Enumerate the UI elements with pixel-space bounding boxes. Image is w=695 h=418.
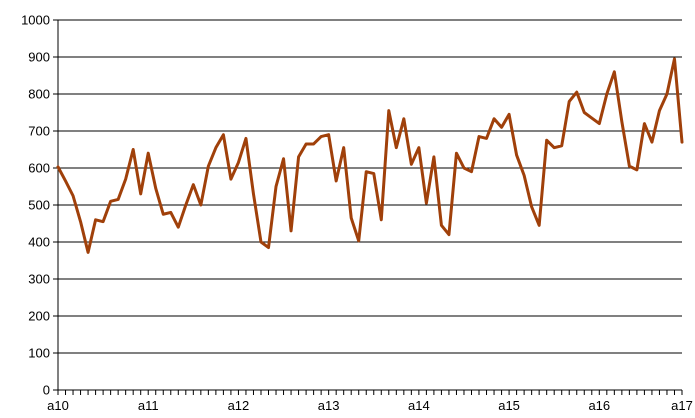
y-axis: 0 100 200 300 400 500 600 700 800 900 1000	[21, 13, 59, 398]
y-tick-label: 500	[28, 198, 50, 213]
x-axis: a10 a11 a12 a13 a14 a15 a16 a17	[47, 389, 693, 413]
y-tick-label: 100	[28, 346, 50, 361]
y-tick-label: 600	[28, 161, 50, 176]
series-line	[56, 57, 684, 254]
x-tick-label: a14	[408, 398, 430, 413]
x-tick-label: a17	[671, 398, 693, 413]
y-tick-label: 900	[28, 50, 50, 65]
gridlines	[58, 19, 682, 354]
y-tick-label: 300	[28, 272, 50, 287]
y-tick-label: 800	[28, 87, 50, 102]
x-tick-label: a13	[318, 398, 340, 413]
y-tick-label: 0	[43, 383, 50, 398]
x-tick-label: a10	[47, 398, 69, 413]
x-tick-label: a11	[138, 398, 159, 413]
y-tick-label: 700	[28, 124, 50, 139]
x-tick-label: a16	[588, 398, 610, 413]
y-tick-label: 400	[28, 235, 50, 250]
y-tick-label: 200	[28, 309, 50, 324]
series-layer	[56, 57, 684, 254]
x-tick-label: a15	[498, 398, 520, 413]
y-tick-label: 1000	[21, 13, 50, 28]
x-tick-label: a12	[228, 398, 250, 413]
